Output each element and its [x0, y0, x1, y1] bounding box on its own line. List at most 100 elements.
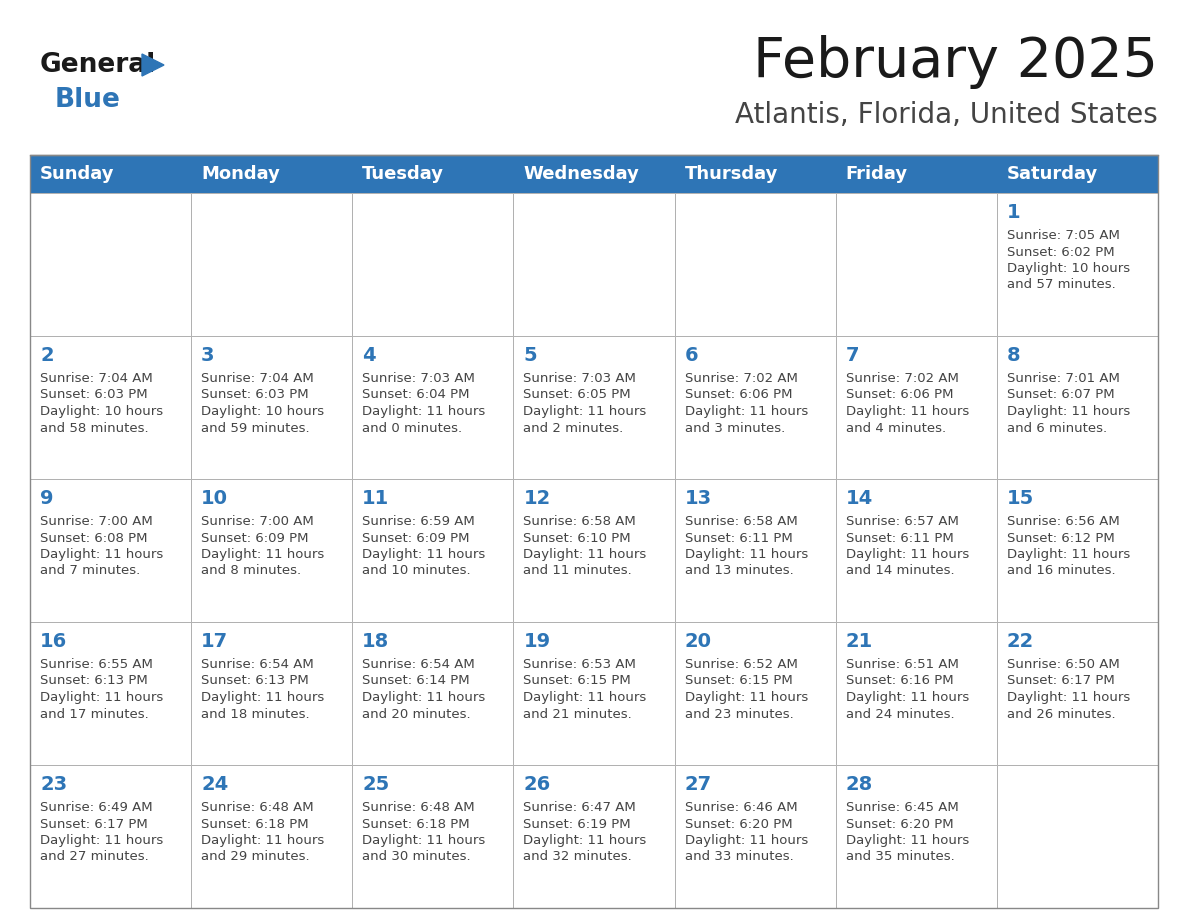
Text: Sunset: 6:06 PM: Sunset: 6:06 PM	[684, 388, 792, 401]
Text: and 35 minutes.: and 35 minutes.	[846, 850, 954, 864]
Text: Sunset: 6:12 PM: Sunset: 6:12 PM	[1007, 532, 1114, 544]
Text: 6: 6	[684, 346, 699, 365]
Text: and 11 minutes.: and 11 minutes.	[524, 565, 632, 577]
Text: 14: 14	[846, 489, 873, 508]
Bar	[675, 622, 835, 765]
Text: 21: 21	[846, 632, 873, 651]
Bar	[675, 336, 835, 479]
Bar	[835, 155, 997, 193]
Text: Tuesday: Tuesday	[362, 165, 444, 183]
Text: Sunrise: 6:54 AM: Sunrise: 6:54 AM	[362, 658, 475, 671]
Text: Daylight: 10 hours: Daylight: 10 hours	[40, 405, 163, 418]
Text: Daylight: 11 hours: Daylight: 11 hours	[362, 548, 486, 561]
Text: and 33 minutes.: and 33 minutes.	[684, 850, 794, 864]
Text: Sunrise: 7:05 AM: Sunrise: 7:05 AM	[1007, 229, 1120, 242]
Text: 4: 4	[362, 346, 375, 365]
Text: Daylight: 11 hours: Daylight: 11 hours	[846, 834, 969, 847]
Text: and 16 minutes.: and 16 minutes.	[1007, 565, 1116, 577]
Text: and 17 minutes.: and 17 minutes.	[40, 708, 148, 721]
Text: Sunset: 6:03 PM: Sunset: 6:03 PM	[40, 388, 147, 401]
Text: and 58 minutes.: and 58 minutes.	[40, 421, 148, 434]
Text: 24: 24	[201, 775, 228, 794]
Text: Sunrise: 7:00 AM: Sunrise: 7:00 AM	[201, 515, 314, 528]
Text: Sunrise: 7:03 AM: Sunrise: 7:03 AM	[362, 372, 475, 385]
Text: Sunset: 6:15 PM: Sunset: 6:15 PM	[524, 675, 631, 688]
Text: 13: 13	[684, 489, 712, 508]
Bar	[353, 193, 513, 336]
Text: Sunrise: 7:02 AM: Sunrise: 7:02 AM	[684, 372, 797, 385]
Text: Sunrise: 6:53 AM: Sunrise: 6:53 AM	[524, 658, 637, 671]
Text: and 4 minutes.: and 4 minutes.	[846, 421, 946, 434]
Text: Sunset: 6:11 PM: Sunset: 6:11 PM	[684, 532, 792, 544]
Text: and 24 minutes.: and 24 minutes.	[846, 708, 954, 721]
Text: Friday: Friday	[846, 165, 908, 183]
Text: Daylight: 11 hours: Daylight: 11 hours	[524, 405, 646, 418]
Text: February 2025: February 2025	[753, 35, 1158, 89]
Bar	[30, 622, 191, 765]
Text: 5: 5	[524, 346, 537, 365]
Text: and 32 minutes.: and 32 minutes.	[524, 850, 632, 864]
Text: Daylight: 11 hours: Daylight: 11 hours	[846, 405, 969, 418]
Text: Sunset: 6:03 PM: Sunset: 6:03 PM	[201, 388, 309, 401]
Bar	[30, 479, 191, 622]
Text: and 2 minutes.: and 2 minutes.	[524, 421, 624, 434]
Text: Daylight: 11 hours: Daylight: 11 hours	[362, 691, 486, 704]
Bar	[30, 765, 191, 908]
Text: and 30 minutes.: and 30 minutes.	[362, 850, 470, 864]
Text: 17: 17	[201, 632, 228, 651]
Text: 2: 2	[40, 346, 53, 365]
Text: 16: 16	[40, 632, 68, 651]
Text: 3: 3	[201, 346, 215, 365]
Bar	[513, 765, 675, 908]
Text: 12: 12	[524, 489, 551, 508]
Bar	[353, 765, 513, 908]
Text: Daylight: 11 hours: Daylight: 11 hours	[524, 548, 646, 561]
Bar	[353, 336, 513, 479]
Bar	[513, 622, 675, 765]
Text: Sunset: 6:02 PM: Sunset: 6:02 PM	[1007, 245, 1114, 259]
Text: 10: 10	[201, 489, 228, 508]
Text: 20: 20	[684, 632, 712, 651]
Bar	[191, 479, 353, 622]
Bar	[835, 336, 997, 479]
Bar	[191, 336, 353, 479]
Text: and 13 minutes.: and 13 minutes.	[684, 565, 794, 577]
Text: 18: 18	[362, 632, 390, 651]
Bar	[675, 155, 835, 193]
Bar	[30, 193, 191, 336]
Text: Sunrise: 6:58 AM: Sunrise: 6:58 AM	[684, 515, 797, 528]
Text: Monday: Monday	[201, 165, 280, 183]
Text: Daylight: 11 hours: Daylight: 11 hours	[40, 834, 163, 847]
Text: Sunrise: 6:50 AM: Sunrise: 6:50 AM	[1007, 658, 1119, 671]
Text: and 57 minutes.: and 57 minutes.	[1007, 278, 1116, 292]
Text: Sunrise: 6:49 AM: Sunrise: 6:49 AM	[40, 801, 152, 814]
Text: Daylight: 10 hours: Daylight: 10 hours	[201, 405, 324, 418]
Text: Sunrise: 6:48 AM: Sunrise: 6:48 AM	[201, 801, 314, 814]
Text: Sunset: 6:17 PM: Sunset: 6:17 PM	[40, 818, 147, 831]
Text: 19: 19	[524, 632, 550, 651]
Text: Daylight: 11 hours: Daylight: 11 hours	[201, 834, 324, 847]
Text: Sunrise: 6:45 AM: Sunrise: 6:45 AM	[846, 801, 959, 814]
Text: and 7 minutes.: and 7 minutes.	[40, 565, 140, 577]
Text: Daylight: 11 hours: Daylight: 11 hours	[684, 548, 808, 561]
Text: and 10 minutes.: and 10 minutes.	[362, 565, 470, 577]
Text: Sunset: 6:09 PM: Sunset: 6:09 PM	[362, 532, 469, 544]
Text: Daylight: 11 hours: Daylight: 11 hours	[362, 405, 486, 418]
Text: 25: 25	[362, 775, 390, 794]
Text: Daylight: 11 hours: Daylight: 11 hours	[684, 691, 808, 704]
Bar	[353, 479, 513, 622]
Bar	[675, 193, 835, 336]
Text: Sunset: 6:09 PM: Sunset: 6:09 PM	[201, 532, 309, 544]
Text: Sunset: 6:20 PM: Sunset: 6:20 PM	[684, 818, 792, 831]
Text: and 26 minutes.: and 26 minutes.	[1007, 708, 1116, 721]
Text: Sunset: 6:20 PM: Sunset: 6:20 PM	[846, 818, 953, 831]
Text: Thursday: Thursday	[684, 165, 778, 183]
Text: and 18 minutes.: and 18 minutes.	[201, 708, 310, 721]
Bar	[997, 765, 1158, 908]
Text: and 8 minutes.: and 8 minutes.	[201, 565, 302, 577]
Text: Daylight: 11 hours: Daylight: 11 hours	[684, 834, 808, 847]
Text: Daylight: 11 hours: Daylight: 11 hours	[1007, 548, 1130, 561]
Text: Sunrise: 6:48 AM: Sunrise: 6:48 AM	[362, 801, 475, 814]
Bar	[513, 479, 675, 622]
Bar	[513, 336, 675, 479]
